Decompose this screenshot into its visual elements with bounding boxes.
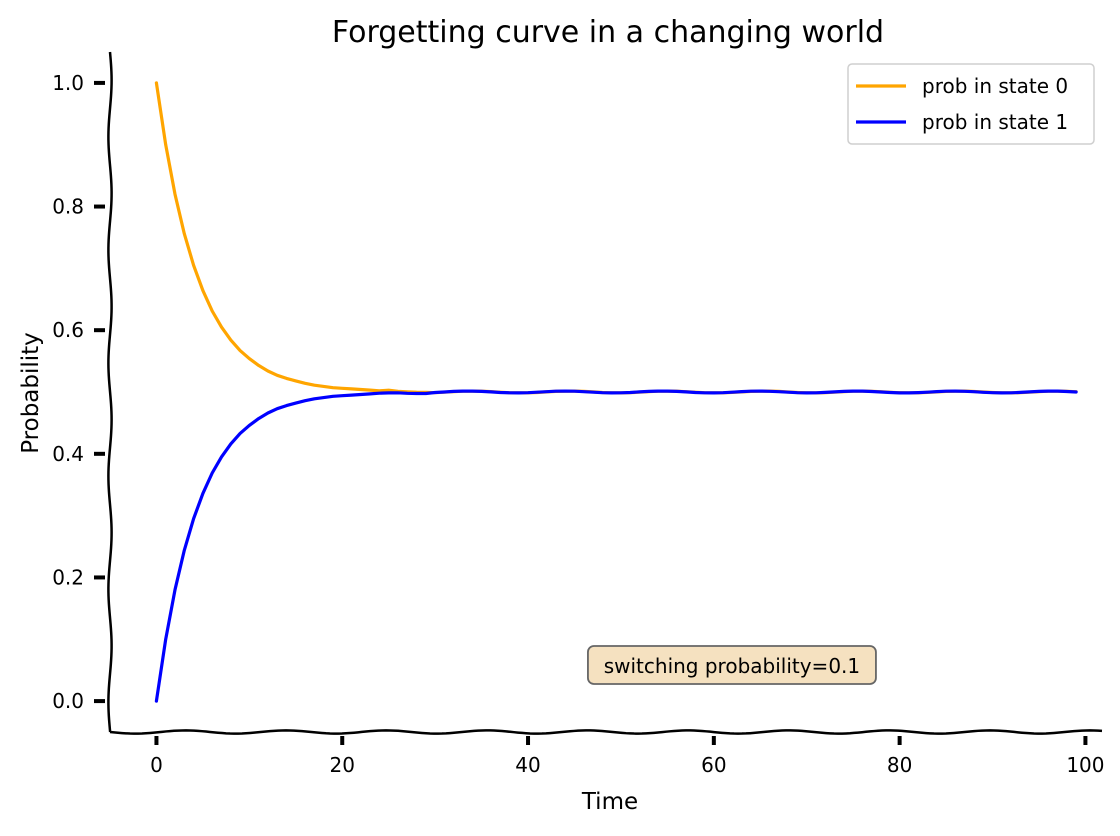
plot-layer: 0 20 40 60 80 100 0.0 0.2 0.4 0.6 0.8 1.0 switching … xyxy=(52,51,1105,777)
legend-label-2: prob in state 1 xyxy=(922,110,1068,134)
x-tick-label: 100 xyxy=(1066,753,1104,777)
y-tick-label: 0.2 xyxy=(52,565,84,589)
x-tick-label: 20 xyxy=(330,753,355,777)
y-tick-label: 1.0 xyxy=(52,71,84,95)
x-tick-label: 60 xyxy=(701,753,726,777)
y-tick-label: 0.8 xyxy=(52,195,84,219)
chart-title: Forgetting curve in a changing world xyxy=(332,15,884,50)
y-tick-label: 0.6 xyxy=(52,318,84,342)
x-axis-line xyxy=(109,729,1103,735)
y-tick-label: 0.4 xyxy=(52,442,84,466)
series-line-2 xyxy=(154,389,1078,703)
x-tick-label: 80 xyxy=(887,753,912,777)
x-tick-label: 0 xyxy=(150,753,163,777)
y-axis-label: Probability xyxy=(18,332,44,454)
annotation-text: switching probability=0.1 xyxy=(604,654,860,678)
y-axis-line xyxy=(107,51,113,733)
x-axis-label: Time xyxy=(581,789,638,815)
legend-label-1: prob in state 0 xyxy=(922,74,1068,98)
annotation-box xyxy=(587,645,877,685)
legend-box xyxy=(847,63,1095,145)
y-tick-label: 0.0 xyxy=(52,689,84,713)
legend: prob in state 0 prob in state 1 xyxy=(847,63,1095,145)
x-tick-label: 40 xyxy=(515,753,540,777)
